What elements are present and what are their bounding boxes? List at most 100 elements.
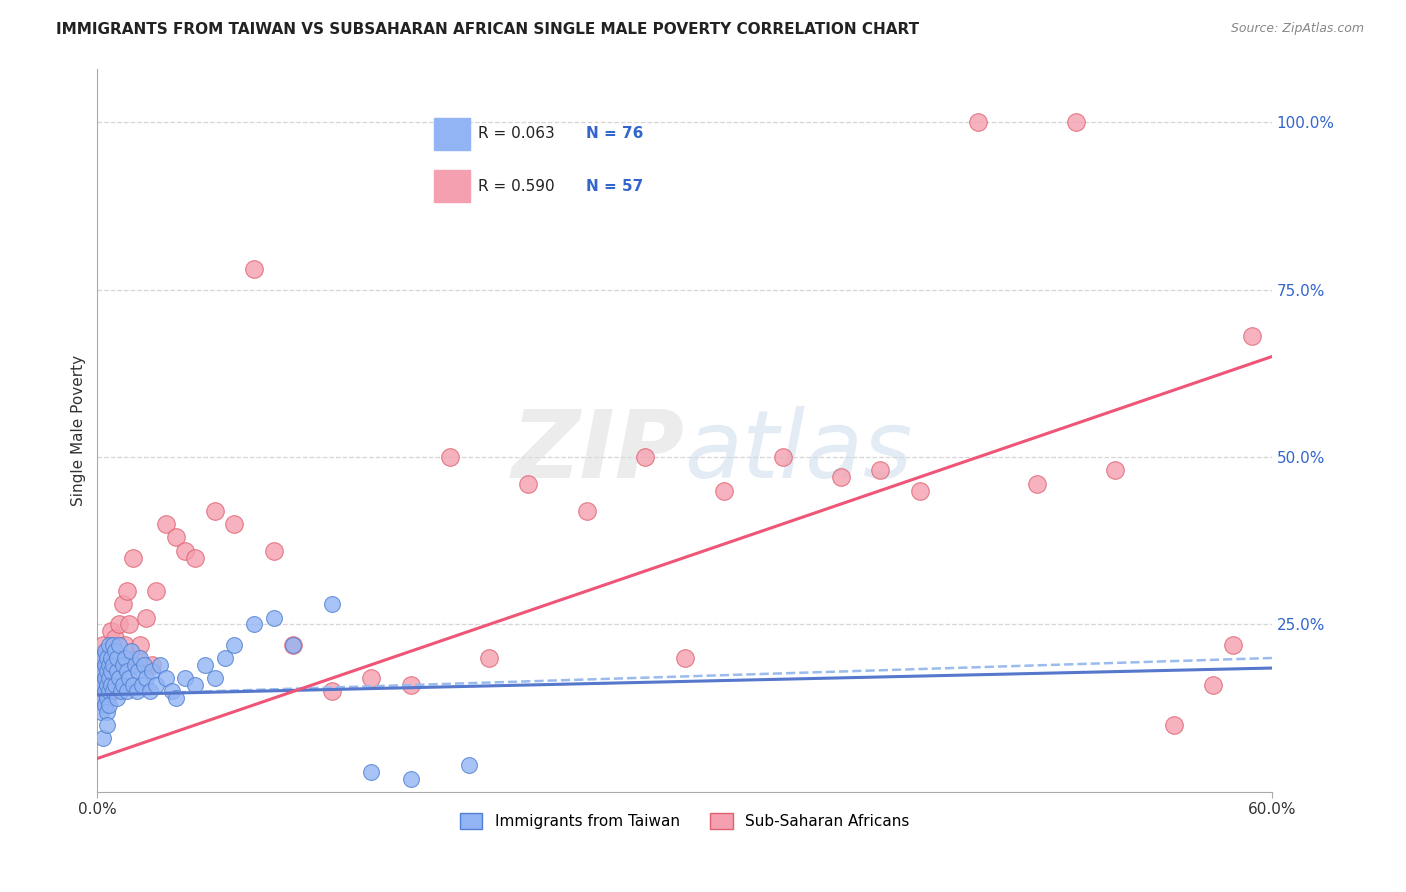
Point [96,651,118,665]
Point [114,651,136,665]
Point [224,638,246,652]
Point [105,691,128,706]
Point [89,665,111,679]
Point [1163,718,1185,732]
Point [96,691,118,706]
Point [204,503,226,517]
Point [110,657,132,672]
Text: IMMIGRANTS FROM TAIWAN VS SUBSAHARAN AFRICAN SINGLE MALE POVERTY CORRELATION CHA: IMMIGRANTS FROM TAIWAN VS SUBSAHARAN AFR… [56,22,920,37]
Point [105,651,128,665]
Point [399,678,422,692]
Point [165,530,187,544]
Point [100,678,122,692]
Point [129,638,152,652]
Point [127,665,149,679]
Point [111,678,134,692]
Point [360,671,382,685]
Point [214,651,236,665]
Point [224,516,246,531]
Point [111,598,134,612]
Point [120,644,142,658]
Point [108,671,131,685]
Point [263,544,285,558]
Point [94,657,117,672]
Point [101,657,124,672]
Point [98,638,121,652]
Point [96,691,118,706]
Point [713,483,735,498]
Point [104,678,127,692]
Point [149,657,172,672]
Point [184,550,207,565]
Point [94,684,117,698]
Point [118,671,141,685]
Point [125,651,148,665]
Point [111,657,134,672]
Point [124,657,146,672]
Point [101,684,124,698]
Point [139,684,162,698]
Point [517,476,540,491]
Point [91,678,114,692]
Point [114,638,136,652]
Point [155,671,177,685]
Point [869,463,891,477]
Point [145,678,167,692]
Point [141,657,163,672]
Point [105,665,128,679]
Point [1064,115,1087,129]
Point [399,772,422,786]
Point [125,684,148,698]
Point [90,651,112,665]
Point [100,651,122,665]
Text: atlas: atlas [685,407,912,498]
Point [360,764,382,779]
Point [458,758,481,772]
Point [174,544,197,558]
Point [89,665,111,679]
Point [110,684,132,698]
Point [96,644,118,658]
Point [96,665,118,679]
Point [115,665,138,679]
Point [90,651,112,665]
Point [98,657,121,672]
Point [908,483,931,498]
Point [96,705,118,719]
Point [90,671,112,685]
Point [108,638,131,652]
Point [115,584,138,599]
Point [204,671,226,685]
Point [772,450,794,464]
Point [243,617,266,632]
Point [90,678,112,692]
Point [91,691,114,706]
Point [100,624,122,639]
Point [131,678,153,692]
Point [184,678,207,692]
Point [121,678,143,692]
Point [967,115,990,129]
Point [243,262,266,277]
Point [134,657,156,672]
Text: ZIP: ZIP [512,406,685,498]
Point [321,684,343,698]
Point [155,516,177,531]
Point [91,651,114,665]
Point [104,644,127,658]
Point [98,698,121,712]
Point [281,638,304,652]
Legend: Immigrants from Taiwan, Sub-Saharan Africans: Immigrants from Taiwan, Sub-Saharan Afri… [453,806,915,835]
Point [98,684,121,698]
Point [575,503,598,517]
Y-axis label: Single Male Poverty: Single Male Poverty [72,355,86,506]
Point [194,657,217,672]
Point [96,718,118,732]
Point [90,705,112,719]
Point [174,671,197,685]
Point [165,691,187,706]
Point [145,584,167,599]
Point [94,644,117,658]
Point [108,617,131,632]
Point [115,684,138,698]
